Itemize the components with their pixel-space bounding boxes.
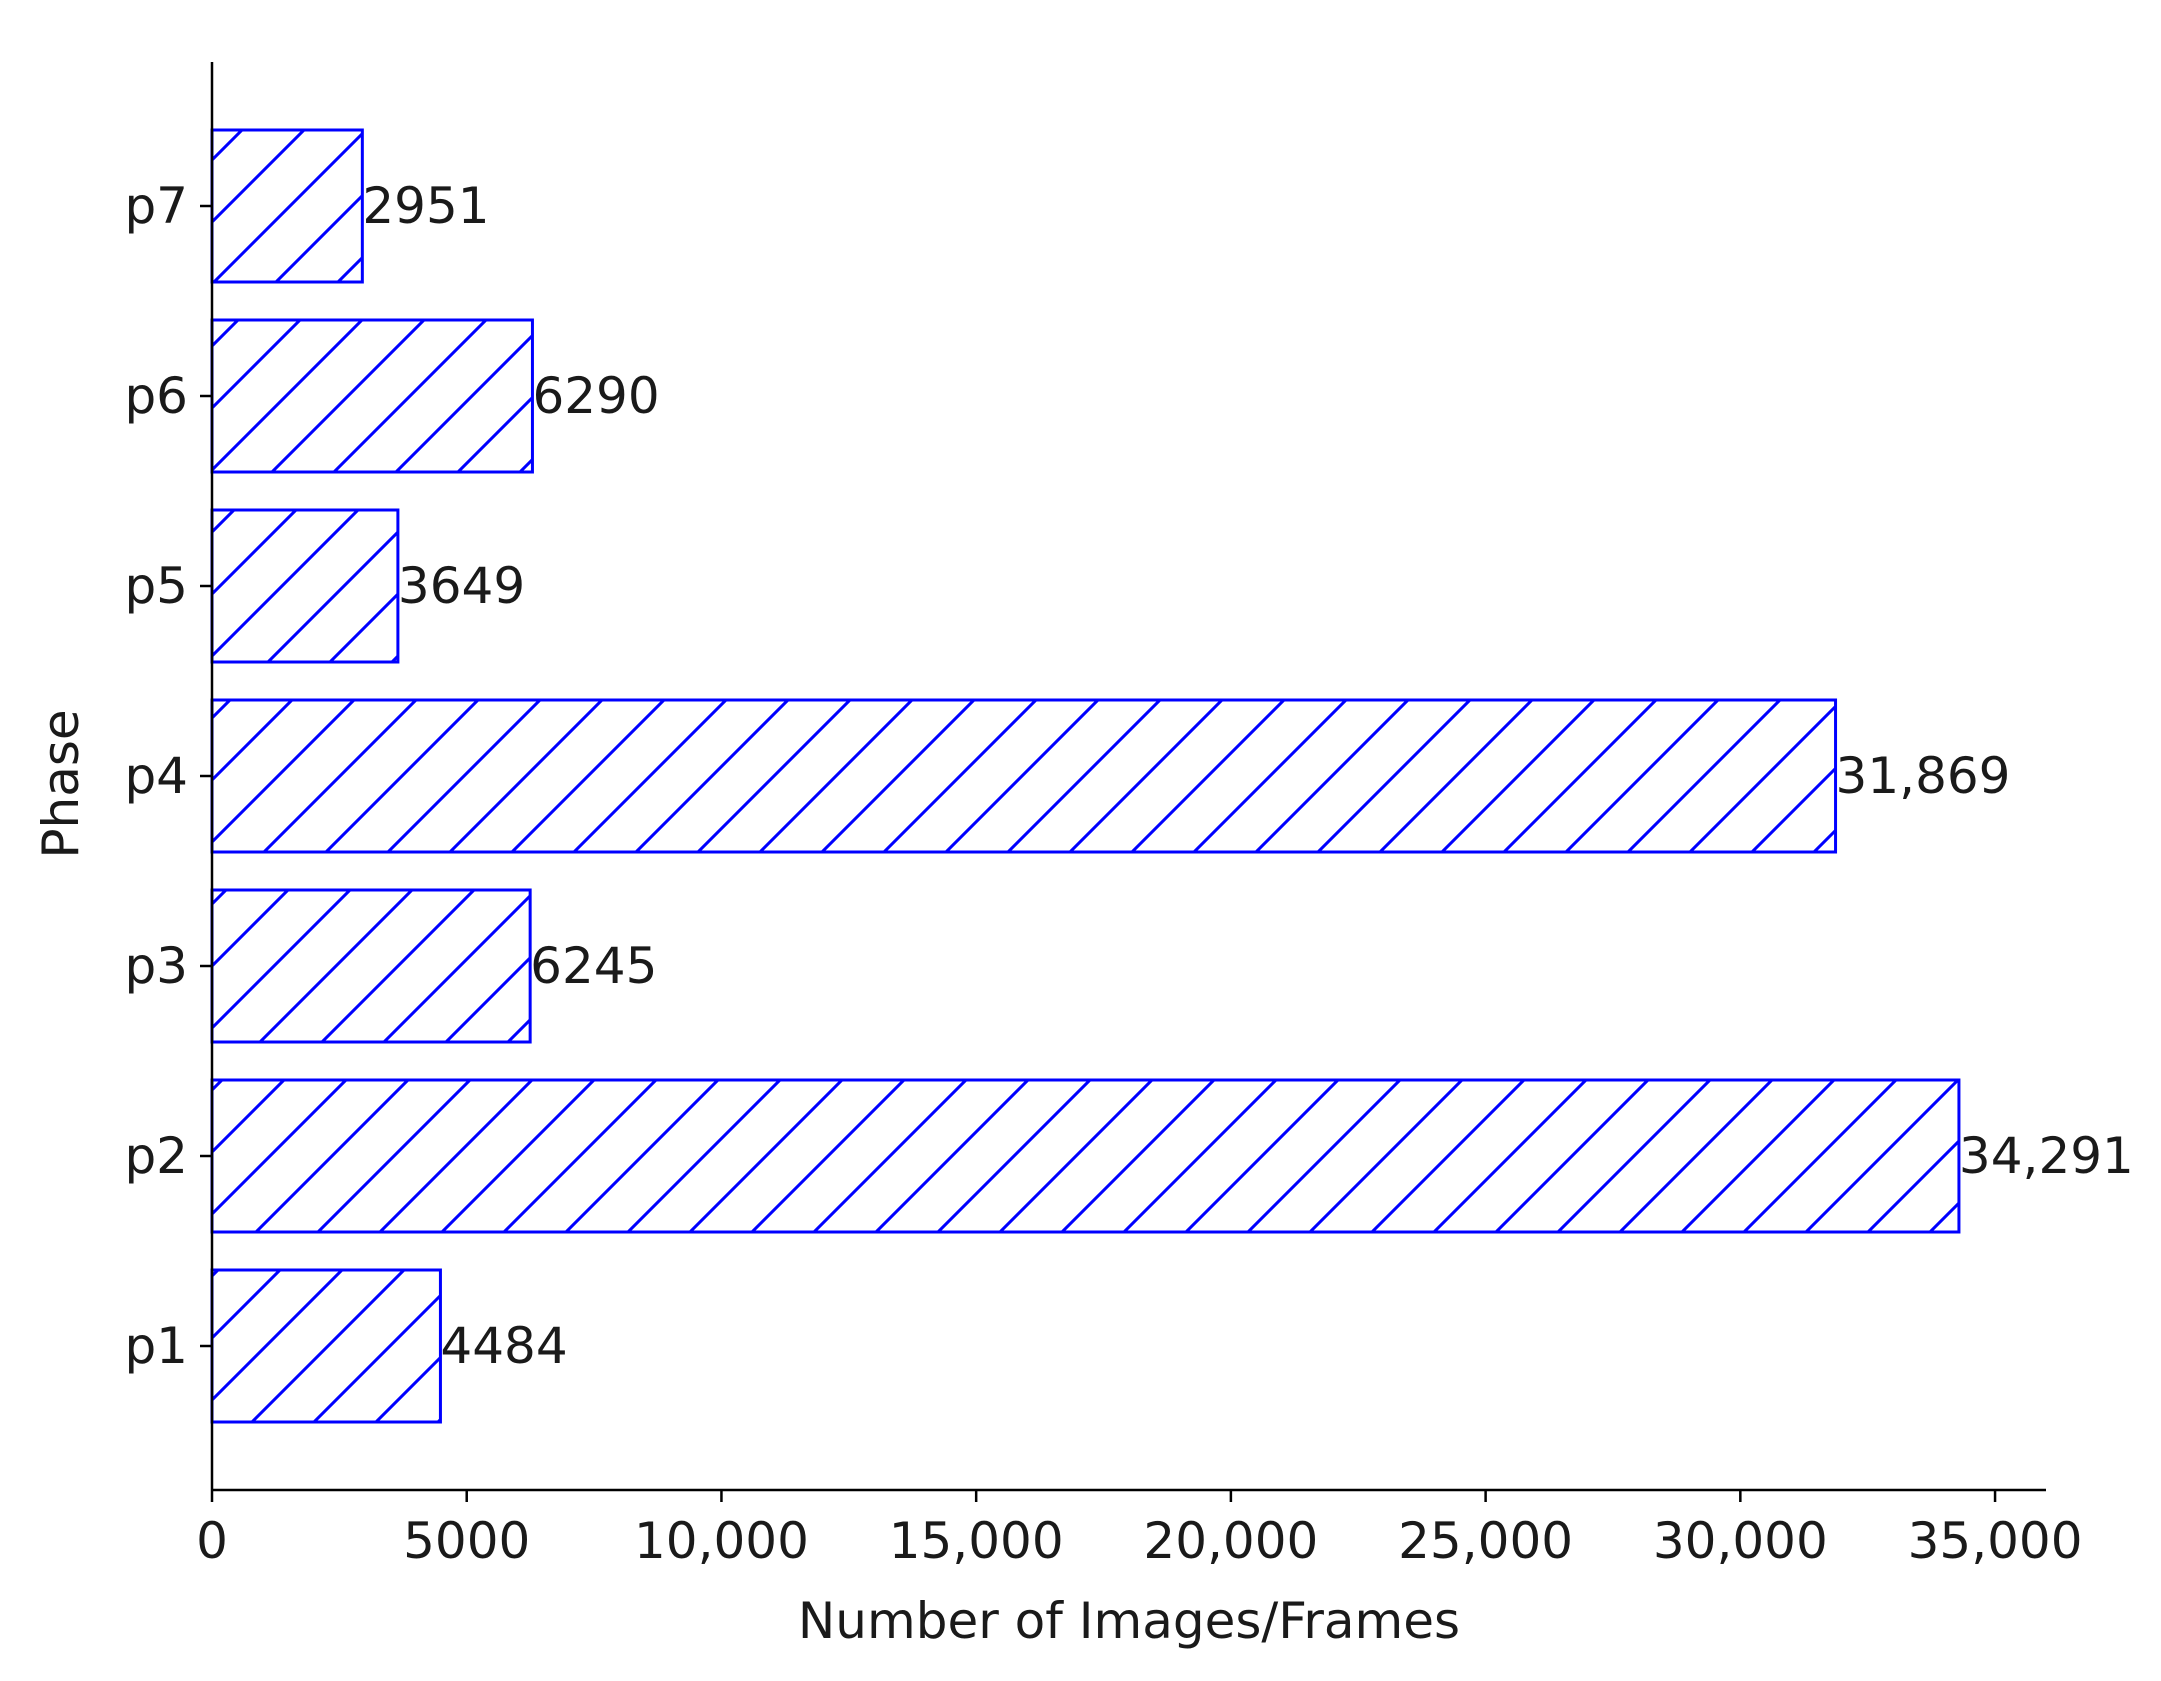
data-label-p3: 6245 (530, 937, 657, 995)
x-tick-label-35000: 35,000 (1908, 1512, 2083, 1570)
data-label-p6: 6290 (532, 367, 659, 425)
bar-p3 (210, 888, 532, 1044)
x-tick-label-25000: 25,000 (1398, 1512, 1573, 1570)
ticks: p1 p2 p3 p4 p5 p6 p7 0 5000 10,000 15,000 20,000 25,… (124, 177, 2082, 1570)
data-label-p7: 2951 (362, 177, 489, 235)
x-tick-label-0: 0 (196, 1512, 228, 1570)
x-tick-label-20000: 20,000 (1143, 1512, 1318, 1570)
data-label-p1: 4484 (440, 1317, 567, 1375)
y-tick-label-p1: p1 (124, 1317, 188, 1375)
data-label-p2: 34,291 (1959, 1127, 2134, 1185)
bar-p5 (210, 508, 400, 664)
bar-p7 (210, 128, 364, 284)
y-tick-label-p2: p2 (124, 1127, 188, 1185)
y-axis-title: Phase (32, 709, 90, 858)
y-tick-label-p7: p7 (124, 177, 188, 235)
data-label-p4: 31,869 (1836, 747, 2011, 805)
x-tick-label-15000: 15,000 (889, 1512, 1064, 1570)
bar-p4 (210, 698, 1838, 854)
data-label-p5: 3649 (398, 557, 525, 615)
bar-p6 (210, 318, 534, 474)
bar-p2 (210, 1078, 1961, 1234)
x-tick-label-30000: 30,000 (1653, 1512, 1828, 1570)
y-tick-label-p3: p3 (124, 937, 188, 995)
x-tick-label-5000: 5000 (403, 1512, 530, 1570)
y-tick-label-p4: p4 (124, 747, 188, 805)
bar-p1 (210, 1268, 442, 1424)
y-tick-label-p5: p5 (124, 557, 188, 615)
x-axis-title: Number of Images/Frames (798, 1592, 1460, 1650)
y-tick-label-p6: p6 (124, 367, 188, 425)
bars: 4484 34,291 6245 31,869 3649 6290 2951 (210, 128, 2134, 1424)
x-tick-label-10000: 10,000 (634, 1512, 809, 1570)
